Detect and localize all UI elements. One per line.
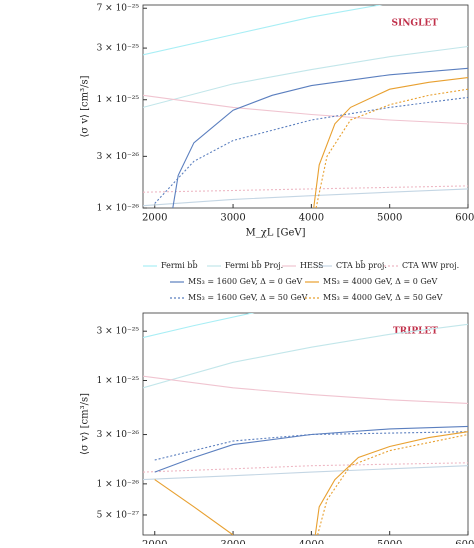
- x-axis-label: M_χL [GeV]: [245, 228, 305, 239]
- annotation: SINGLET: [391, 19, 438, 29]
- x-tick-label: 6000: [455, 540, 474, 545]
- series-line: [143, 94, 468, 125]
- series-line: [143, 5, 383, 56]
- series-line: [315, 88, 468, 208]
- x-tick-label: 5000: [377, 540, 402, 545]
- y-tick-label: 1 × 10⁻²⁵: [97, 376, 140, 386]
- series-line: [172, 67, 468, 208]
- series-line: [154, 96, 468, 204]
- series-line: [154, 425, 468, 473]
- plot-frame: [142, 4, 469, 209]
- legend-label: MS₃ = 4000 GeV, Δ = 50 GeV: [323, 293, 443, 302]
- series-line: [154, 431, 468, 461]
- x-tick-label: 4000: [299, 540, 324, 545]
- x-tick-label: 3000: [220, 213, 245, 224]
- series-line: [313, 77, 468, 208]
- y-tick-label: 1 × 10⁻²⁵: [97, 95, 140, 105]
- legend-label: CTA WW proj.: [402, 261, 459, 270]
- y-axis-label: ⟨σ v⟩ [cm³/s]: [80, 75, 91, 137]
- series-group: [143, 5, 468, 208]
- series-line: [143, 465, 468, 481]
- y-tick-label: 3 × 10⁻²⁵: [97, 327, 140, 337]
- y-axis-label: ⟨σ v⟩ [cm³/s]: [80, 393, 91, 455]
- x-tick-label: 4000: [299, 213, 324, 224]
- series-line: [317, 433, 468, 535]
- series-line: [143, 188, 468, 207]
- x-tick-label: 3000: [220, 540, 245, 545]
- y-tick-label: 3 × 10⁻²⁶: [97, 430, 140, 440]
- legend-label: MS₃ = 1600 GeV, Δ = 0 GeV: [188, 277, 302, 286]
- legend-label: Fermi bb̄ Proj.: [225, 260, 283, 270]
- series-line: [314, 431, 468, 535]
- legend-label: HESS: [300, 261, 324, 270]
- series-line: [143, 45, 468, 108]
- legend-label: MS₃ = 1600 GeV, Δ = 50 GeV: [188, 293, 308, 302]
- legend-label: Fermi bb̄: [161, 260, 198, 270]
- y-tick-label: 3 × 10⁻²⁵: [97, 44, 140, 54]
- plot-frame: [142, 312, 469, 536]
- x-tick-label: 5000: [377, 213, 402, 224]
- x-tick-label: 2000: [142, 540, 167, 545]
- legend-label: CTA bb̄ proj.: [336, 260, 387, 270]
- series-line: [154, 479, 234, 535]
- series-line: [143, 375, 468, 404]
- y-tick-label: 3 × 10⁻²⁶: [97, 152, 140, 162]
- series-line: [143, 313, 255, 339]
- series-line: [143, 185, 468, 193]
- y-tick-label: 5 × 10⁻²⁷: [97, 510, 140, 520]
- y-tick-label: 7 × 10⁻²⁵: [97, 4, 140, 14]
- y-tick-label: 1 × 10⁻²⁶: [97, 204, 140, 214]
- series-group: [143, 313, 468, 535]
- x-tick-label: 6000: [455, 213, 474, 224]
- series-line: [143, 462, 468, 473]
- x-tick-label: 2000: [142, 213, 167, 224]
- series-line: [143, 323, 468, 389]
- legend-label: MS₃ = 4000 GeV, Δ = 0 GeV: [323, 277, 437, 286]
- y-tick-label: 1 × 10⁻²⁶: [97, 479, 140, 489]
